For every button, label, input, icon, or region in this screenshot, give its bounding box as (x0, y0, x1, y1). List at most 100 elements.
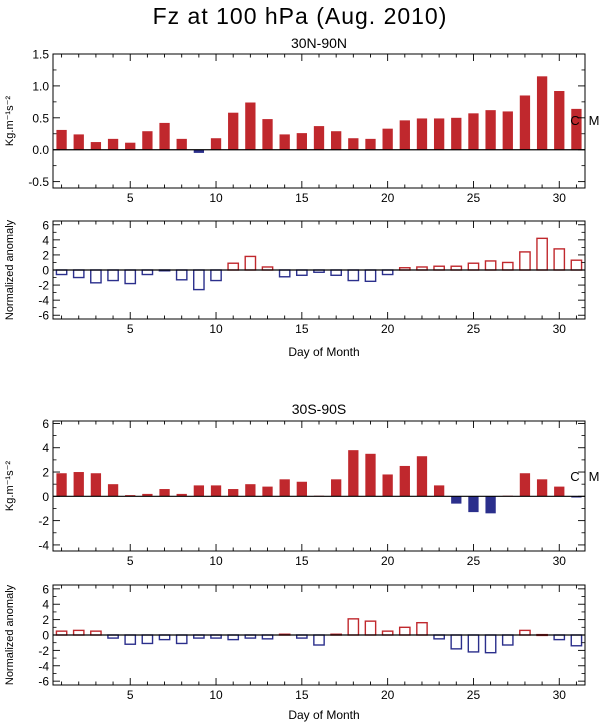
bar (175, 634, 188, 645)
bar (90, 473, 102, 497)
bar (450, 634, 463, 650)
bar (553, 634, 566, 641)
panel-title: 30N-90N (291, 35, 347, 51)
y-tick-label: 4 (42, 233, 49, 247)
bar (416, 118, 428, 150)
bar (501, 261, 514, 271)
x-tick-label: 20 (381, 554, 395, 568)
bar (228, 112, 239, 150)
y-tick-label: 2 (42, 248, 49, 262)
bar (416, 621, 428, 636)
bar (433, 485, 445, 497)
x-axis-label: Day of Month (288, 708, 359, 722)
bar (90, 142, 102, 150)
bar (502, 111, 513, 150)
bar (331, 479, 342, 497)
y-tick-label: -2 (38, 514, 49, 528)
x-tick-label: 5 (127, 191, 134, 205)
bar (90, 269, 102, 284)
bar (228, 489, 239, 497)
bar (398, 626, 411, 636)
bar (125, 495, 136, 497)
y-tick-label: 0 (42, 490, 49, 504)
y-tick-label: 0.5 (32, 111, 49, 125)
bar (159, 122, 170, 150)
figure-title: Fz at 100 hPa (Aug. 2010) (153, 3, 448, 29)
bar (141, 269, 154, 276)
bar (142, 131, 153, 150)
bar (467, 262, 480, 271)
bar (485, 110, 496, 150)
y-tick-label: -6 (38, 309, 49, 323)
bar (519, 95, 531, 150)
bar (570, 259, 583, 271)
bar (279, 479, 290, 497)
annotation-label: C (570, 469, 579, 484)
bar (467, 634, 480, 653)
bar (416, 456, 428, 497)
y-tick-label: 6 (42, 582, 49, 596)
bar (72, 269, 85, 279)
bar (193, 149, 205, 153)
bar (193, 485, 205, 497)
bar (158, 634, 171, 641)
bar (56, 129, 67, 150)
bar (142, 493, 153, 497)
y-tick-label: -0.5 (28, 175, 49, 189)
bar (364, 269, 377, 283)
y-tick-label: 2 (42, 466, 49, 480)
bar (484, 634, 497, 654)
bar (56, 473, 67, 497)
bar (159, 489, 170, 497)
y-tick-label: 6 (42, 218, 49, 232)
x-tick-label: 15 (295, 554, 309, 568)
bar (176, 138, 187, 150)
x-tick-label: 10 (209, 554, 223, 568)
bar (210, 269, 222, 282)
chart-panel: 5 10 15 20 25 30 -6-4-20 246 Normalized anomaly D… (4, 218, 586, 359)
bar (382, 128, 393, 150)
bar (125, 142, 136, 150)
bar (536, 237, 548, 271)
x-tick-label: 25 (467, 191, 481, 205)
y-axis-label: Kg.m⁻¹s⁻² (4, 461, 16, 511)
bar (485, 496, 496, 514)
bar (347, 618, 360, 636)
x-tick-label: 10 (209, 191, 223, 205)
y-axis-label: Normalized anomaly (4, 584, 16, 685)
y-tick-label: -6 (38, 675, 49, 689)
bar (245, 102, 256, 150)
x-tick-label: 25 (467, 688, 481, 702)
y-axis-label: Normalized anomaly (4, 219, 16, 320)
bar (330, 269, 343, 276)
bar (519, 251, 531, 271)
bar (210, 485, 222, 497)
bar (313, 126, 325, 150)
y-tick-label: -4 (38, 294, 49, 308)
x-axis-label: Day of Month (288, 345, 359, 359)
x-tick-label: 5 (127, 688, 134, 702)
bar (296, 133, 307, 150)
bar (296, 481, 307, 497)
x-tick-label: 30 (553, 554, 567, 568)
annotation-label: C (570, 113, 579, 128)
y-tick-label: 1.5 (32, 48, 49, 62)
bar (571, 496, 582, 498)
chart-panel: 5 10 15 20 25 30 -4 -2 0 2 4 6 30S-90S Kg.m⁻¹s⁻² C M (4, 401, 599, 568)
y-tick-label: 0 (42, 264, 49, 278)
x-tick-label: 20 (381, 322, 395, 336)
y-tick-label: 6 (42, 417, 49, 431)
x-tick-label: 15 (295, 322, 309, 336)
bar (365, 138, 376, 150)
bar (107, 138, 119, 150)
bar (433, 118, 445, 150)
bar (278, 269, 291, 278)
bar (382, 474, 393, 497)
annotation-label: M (589, 469, 600, 484)
bar (347, 269, 360, 282)
bar (554, 486, 565, 497)
bar (107, 269, 119, 282)
plot-frame (52, 420, 586, 552)
bar (193, 269, 205, 291)
